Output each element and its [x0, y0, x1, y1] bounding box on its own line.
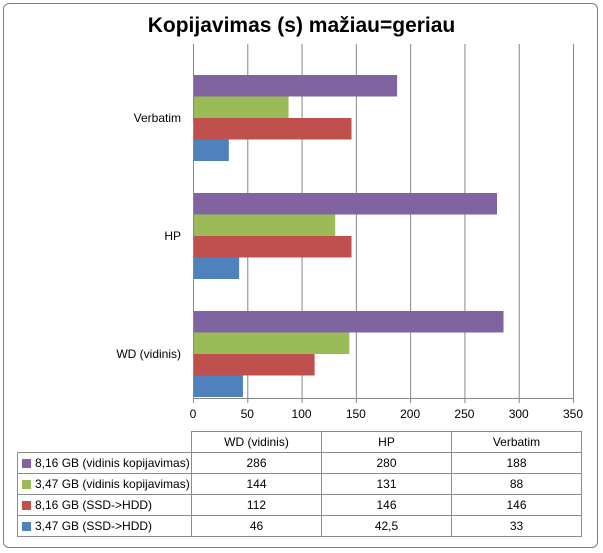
table-row: 3,47 GB (vidinis kopijavimas) 144 131 88 — [17, 473, 582, 495]
table-row: 8,16 GB (SSD->HDD) 112 146 146 — [17, 494, 582, 516]
table-header-row: WD (vidinis) HP Verbatim — [17, 431, 582, 453]
x-tick-label: 0 — [190, 407, 197, 421]
legend-entry: 8,16 GB (vidinis kopijavimas) — [17, 452, 192, 474]
table-cell: 144 — [191, 473, 322, 495]
bar — [194, 75, 398, 97]
table-cell: 146 — [451, 494, 582, 516]
table-cell: 131 — [321, 473, 452, 495]
legend-entry: 3,47 GB (SSD->HDD) — [17, 515, 192, 537]
legend-label: 8,16 GB (SSD->HDD) — [35, 498, 153, 512]
table-cell: 188 — [451, 452, 582, 474]
table-row: 8,16 GB (vidinis kopijavimas) 286 280 188 — [17, 452, 582, 474]
category-label: WD (vidinis) — [116, 347, 181, 361]
bar — [194, 311, 504, 333]
table-cell: 33 — [451, 515, 582, 537]
table-cell: 280 — [321, 452, 452, 474]
table-column-header: HP — [321, 431, 452, 453]
x-tick-label: 150 — [346, 407, 366, 421]
bar — [194, 193, 497, 215]
table-cell: 42,5 — [321, 515, 452, 537]
bar — [194, 375, 243, 397]
category-label: Verbatim — [134, 111, 181, 125]
bar — [194, 139, 229, 161]
chart-title: Kopijavimas (s) mažiau=geriau — [147, 14, 456, 37]
table-row: 3,47 GB (SSD->HDD) 46 42,5 33 — [17, 515, 582, 537]
bar — [194, 257, 240, 279]
table-corner — [17, 431, 192, 453]
table-cell: 46 — [191, 515, 322, 537]
table-column-header: Verbatim — [451, 431, 582, 453]
bar — [194, 354, 315, 376]
category-label: HP — [164, 229, 181, 243]
table-column-header: WD (vidinis) — [191, 431, 322, 453]
bar-chart: 0 50 100 150 200 250 300 350 WD (vidinis) HP Verba… — [116, 44, 583, 421]
legend-swatch — [22, 480, 31, 489]
table-cell: 112 — [191, 494, 322, 516]
bar — [194, 332, 350, 354]
x-tick-label: 300 — [509, 407, 529, 421]
legend-entry: 3,47 GB (vidinis kopijavimas) — [17, 473, 192, 495]
x-tick-label: 350 — [563, 407, 583, 421]
legend-swatch — [22, 459, 31, 468]
table-cell: 88 — [451, 473, 582, 495]
bar — [194, 236, 352, 258]
legend-entry: 8,16 GB (SSD->HDD) — [17, 494, 192, 516]
bar — [194, 214, 336, 236]
legend-label: 8,16 GB (vidinis kopijavimas) — [35, 456, 190, 470]
legend-label: 3,47 GB (vidinis kopijavimas) — [35, 477, 190, 491]
legend-swatch — [22, 501, 31, 510]
axes: 0 50 100 150 200 250 300 350 WD (vidinis) HP Verba… — [116, 44, 583, 421]
x-tick-label: 100 — [292, 407, 312, 421]
x-tick-label: 50 — [241, 407, 255, 421]
table-cell: 146 — [321, 494, 452, 516]
table-cell: 286 — [191, 452, 322, 474]
bar — [194, 96, 289, 118]
bar — [194, 118, 352, 140]
legend-label: 3,47 GB (SSD->HDD) — [35, 519, 153, 533]
legend-swatch — [22, 522, 31, 531]
bars — [194, 75, 504, 397]
x-tick-label: 250 — [454, 407, 474, 421]
data-table: WD (vidinis) HP Verbatim 8,16 GB (vidinis k… — [17, 431, 582, 537]
x-tick-label: 200 — [400, 407, 420, 421]
